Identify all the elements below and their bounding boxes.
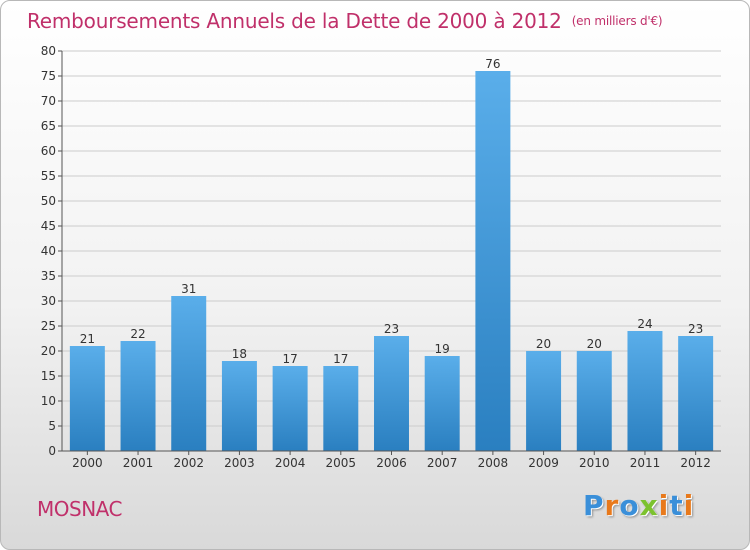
y-tick-label: 45 — [41, 219, 56, 233]
bar — [323, 366, 359, 451]
logo-letter: x — [639, 489, 659, 522]
y-tick-label: 25 — [41, 319, 56, 333]
y-tick-label: 70 — [41, 94, 56, 108]
y-tick-label: 65 — [41, 119, 56, 133]
chart-title-text: Remboursements Annuels de la Dette de 20… — [27, 9, 562, 33]
commune-name: MOSNAC — [37, 497, 122, 521]
bar-value-label: 31 — [181, 282, 196, 296]
bar-value-label: 17 — [282, 352, 297, 366]
y-tick-label: 60 — [41, 144, 56, 158]
bar — [221, 361, 257, 451]
bar — [120, 341, 156, 451]
data-labels: 21 22 31 18 17 17 23 19 76 20 20 24 23 — [80, 57, 704, 366]
y-tick-label: 35 — [41, 269, 56, 283]
bar-value-label: 23 — [384, 322, 399, 336]
y-tick-label: 75 — [41, 69, 56, 83]
x-tick-label: 2002 — [173, 456, 204, 470]
x-tick-label: 2005 — [326, 456, 357, 470]
y-tick-label: 20 — [41, 344, 56, 358]
bar-value-label: 18 — [232, 347, 247, 361]
bar — [424, 356, 460, 451]
bar-value-label: 20 — [587, 337, 602, 351]
bar — [475, 71, 511, 451]
bar-value-label: 19 — [435, 342, 450, 356]
x-tick-label: 2011 — [630, 456, 661, 470]
x-tick-label: 2006 — [376, 456, 407, 470]
chart-title: Remboursements Annuels de la Dette de 20… — [27, 9, 663, 33]
bar — [69, 346, 105, 451]
x-tick-label: 2004 — [275, 456, 306, 470]
y-tick-label: 5 — [48, 419, 56, 433]
axes: 0 5 10 15 20 25 30 35 40 45 50 55 60 65 70 75 80 2000 2001… — [41, 44, 721, 470]
x-tick-label: 2007 — [427, 456, 458, 470]
y-tick-label: 50 — [41, 194, 56, 208]
bar-value-label: 20 — [536, 337, 551, 351]
bar-value-label: 21 — [80, 332, 95, 346]
bar — [627, 331, 663, 451]
bar-value-label: 24 — [637, 317, 652, 331]
y-tick-label: 10 — [41, 394, 56, 408]
logo-letter: t — [669, 489, 684, 522]
y-tick-label: 40 — [41, 244, 56, 258]
chart-unit-label: (en milliers d'€) — [571, 14, 663, 28]
bar-value-label: 23 — [688, 322, 703, 336]
x-tick-label: 2001 — [123, 456, 154, 470]
logo-letter: i — [658, 489, 670, 522]
bar — [576, 351, 612, 451]
bar — [526, 351, 562, 451]
x-tick-label: 2009 — [528, 456, 559, 470]
bar — [272, 366, 308, 451]
x-tick-label: 2000 — [72, 456, 103, 470]
bar-value-label: 17 — [333, 352, 348, 366]
logo-letter: r — [604, 489, 620, 522]
proxiti-logo: Proxiti — [583, 489, 694, 522]
bar-value-label: 76 — [485, 57, 500, 71]
logo-letter: P — [583, 489, 605, 522]
logo-letter: o — [619, 489, 640, 522]
y-tick-label: 15 — [41, 369, 56, 383]
x-tick-label: 2010 — [579, 456, 610, 470]
y-tick-label: 55 — [41, 169, 56, 183]
x-tick-label: 2012 — [680, 456, 711, 470]
bars — [69, 71, 714, 451]
logo-letter: i — [683, 489, 695, 522]
y-tick-label: 30 — [41, 294, 56, 308]
y-tick-label: 80 — [41, 44, 56, 58]
bar — [678, 336, 714, 451]
x-tick-label: 2003 — [224, 456, 255, 470]
x-tick-label: 2008 — [478, 456, 509, 470]
y-tick-label: 0 — [48, 444, 56, 458]
bar — [374, 336, 409, 451]
bar — [171, 296, 207, 451]
bar-value-label: 22 — [130, 327, 145, 341]
